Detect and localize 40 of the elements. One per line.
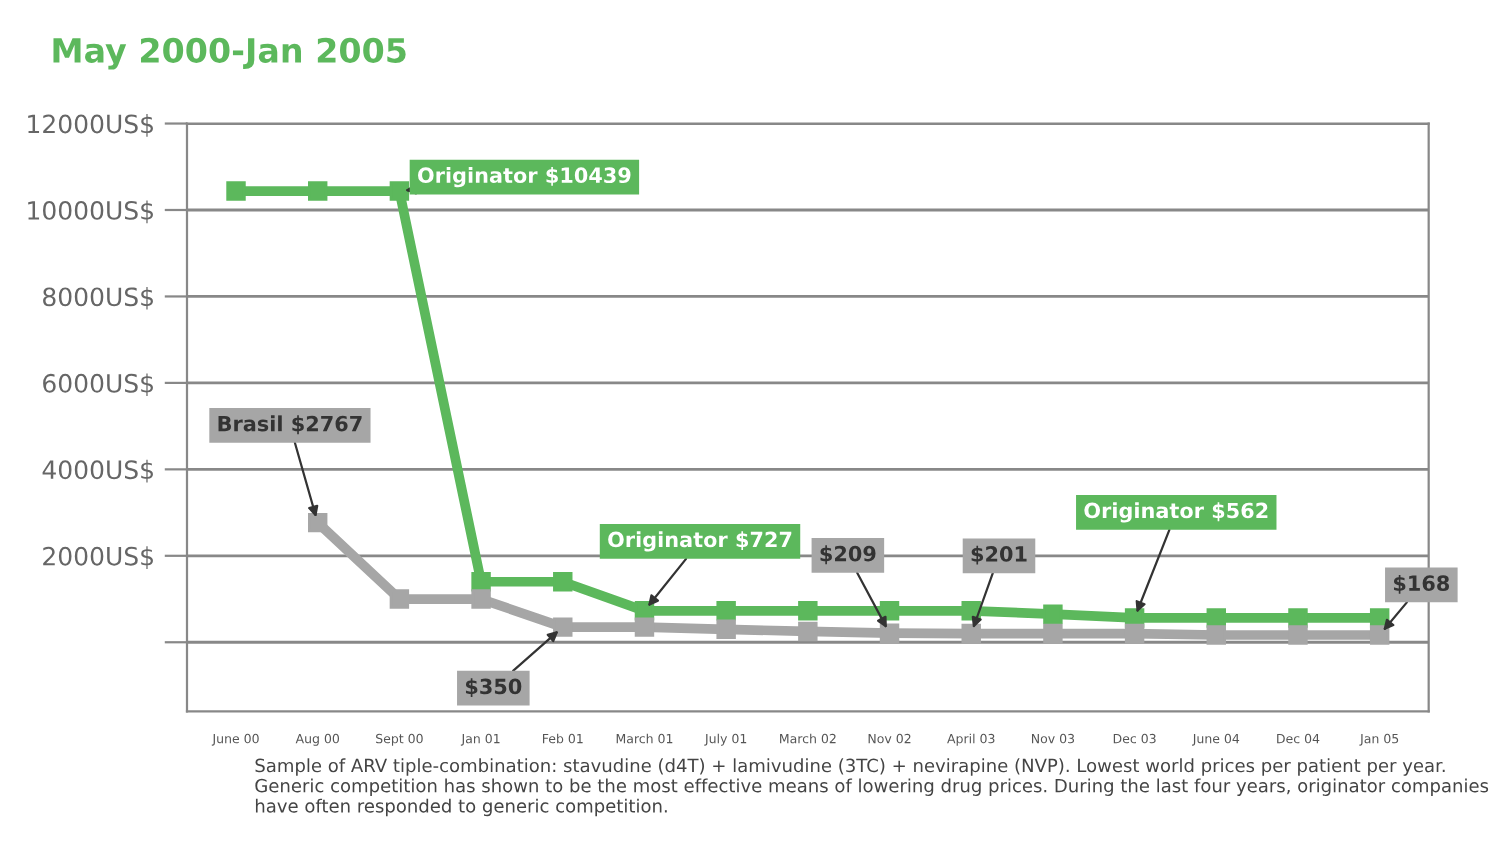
point [1124, 623, 1145, 644]
point [1288, 625, 1308, 645]
y-tick-label: 8000US$ [43, 286, 153, 310]
point [389, 589, 410, 609]
point [798, 621, 818, 642]
point [471, 572, 491, 592]
point [1288, 608, 1308, 628]
annotation: $201 [971, 545, 1027, 565]
point [1043, 604, 1063, 624]
annotation: Originator $10439 [418, 166, 631, 188]
point [1206, 625, 1227, 645]
point [471, 589, 491, 609]
point [1043, 623, 1063, 644]
point [879, 623, 900, 643]
point [307, 181, 328, 201]
point [226, 181, 246, 201]
point [716, 601, 736, 621]
annotation: Originator $727 [608, 531, 792, 552]
point [1369, 625, 1390, 645]
annotation: $209 [820, 545, 876, 565]
y-tick-label: 12000US$ [28, 114, 153, 137]
annotation: Brasil $2767 [218, 415, 362, 435]
point [716, 619, 736, 640]
text: Sample of ARV tiple-combination: stavudine (d4T) + lamivudine (3TC) + nevirapine (NVP). Lowest world prices per patient per year. Generic competition has shown to be the most effective means of lowering drug prices. During the last four years, originator companies have often responded to generic competition. [255, 758, 1489, 817]
point [389, 181, 410, 201]
point [307, 512, 328, 533]
y-tick-label: 4000US$ [42, 459, 153, 483]
annotation: Originator $562 [1084, 502, 1268, 523]
y-tick-label: 10000US$ [28, 200, 153, 224]
annotation: $350 [465, 678, 522, 698]
point [553, 617, 573, 637]
y-tick-label: 2000US$ [43, 546, 153, 569]
point [798, 601, 818, 621]
point [553, 572, 573, 592]
y-tick-label: 6000US$ [43, 373, 153, 397]
point [634, 617, 655, 637]
point [879, 601, 900, 621]
annotation: $168 [1393, 574, 1450, 594]
chart-title: May 2000-Jan 2005 [53, 37, 406, 70]
point [961, 623, 981, 644]
